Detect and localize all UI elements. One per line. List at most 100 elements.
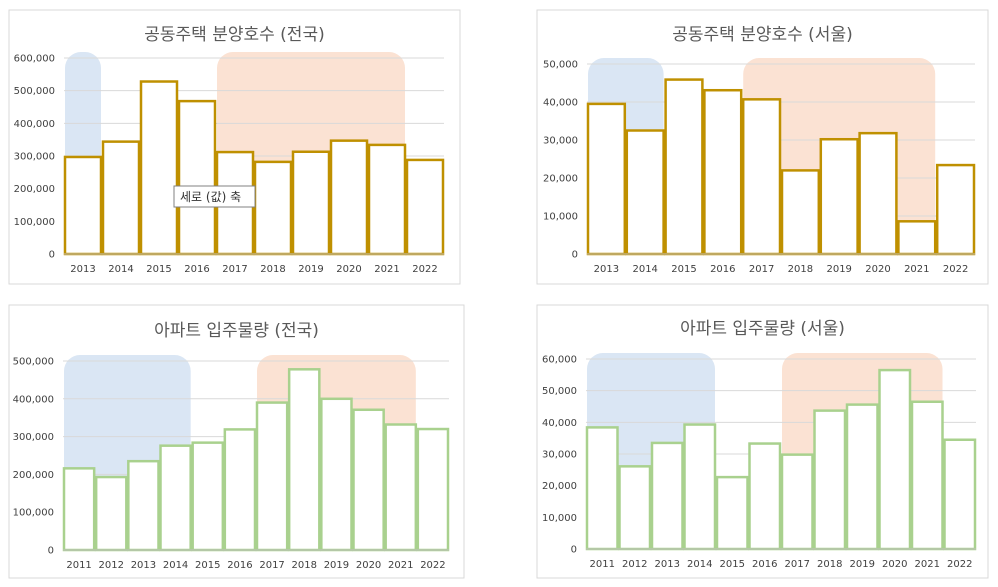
x-tick-label: 2017 <box>259 560 284 571</box>
x-tick-label: 2015 <box>720 559 745 570</box>
x-tick-label: 2021 <box>904 264 929 275</box>
x-tick-label: 2016 <box>710 264 735 275</box>
bar-2022[interactable] <box>935 163 976 256</box>
bar-2022[interactable] <box>943 438 977 551</box>
chart-panel-seoul-move-in[interactable]: 아파트 입주물량 (서울) 0 10,000 20,000 30,000 40,000 50… <box>536 304 989 579</box>
y-tick-label: 50,000 <box>543 60 578 71</box>
x-tick-label: 2015 <box>671 264 696 275</box>
y-tick-label: 0 <box>572 250 578 261</box>
bar-2014[interactable] <box>159 444 192 552</box>
bar-2020[interactable] <box>352 408 385 552</box>
axis-tooltip: 세로 (값) 축 <box>173 185 256 208</box>
bar-2014[interactable] <box>101 140 141 256</box>
x-tick-label: 2021 <box>374 264 399 275</box>
bar-2016[interactable] <box>748 442 782 551</box>
x-tick-label: 2013 <box>655 559 680 570</box>
bar-2013[interactable] <box>63 155 103 256</box>
x-tick-label: 2021 <box>388 560 413 571</box>
x-tick-label: 2017 <box>785 559 810 570</box>
bar-2014[interactable] <box>683 423 717 551</box>
bar-2017[interactable] <box>780 453 814 551</box>
bar-2019[interactable] <box>819 137 859 256</box>
y-tick-label: 300,000 <box>14 152 55 163</box>
x-tick-label: 2011 <box>66 560 91 571</box>
x-tick-label: 2019 <box>298 264 323 275</box>
x-tick-label: 2015 <box>195 560 220 571</box>
bar-2015[interactable] <box>664 78 704 256</box>
y-tick-label: 60,000 <box>542 355 577 366</box>
y-tick-label: 50,000 <box>542 386 577 397</box>
x-tick-label: 2013 <box>131 560 156 571</box>
y-tick-label: 500,000 <box>14 86 55 97</box>
bar-2019[interactable] <box>320 397 353 552</box>
bar-2020[interactable] <box>329 139 369 256</box>
y-tick-label: 0 <box>571 545 577 556</box>
bar-2016[interactable] <box>177 99 217 256</box>
x-tick-label: 2017 <box>749 264 774 275</box>
x-tick-label: 2018 <box>292 560 317 571</box>
bar-2022[interactable] <box>416 427 450 552</box>
x-tick-label: 2014 <box>108 264 133 275</box>
chart-panel-national-presale[interactable]: 공동주택 분양호수 (전국) 0 100,000 200,000 300,000 400,… <box>8 9 461 285</box>
bar-2015[interactable] <box>191 441 225 552</box>
bar-2021[interactable] <box>367 143 407 256</box>
bar-2013[interactable] <box>650 441 684 551</box>
bar-2021[interactable] <box>910 400 944 551</box>
bar-2014[interactable] <box>625 129 665 256</box>
y-tick-label: 400,000 <box>13 394 54 405</box>
y-tick-label: 300,000 <box>13 432 54 443</box>
bar-2016[interactable] <box>703 88 743 256</box>
x-tick-label: 2011 <box>590 559 615 570</box>
tooltip-box <box>173 185 256 208</box>
y-tick-label: 0 <box>48 546 54 557</box>
bar-2018[interactable] <box>287 368 321 552</box>
chart-title: 공동주택 분양호수 (서울) <box>672 25 852 45</box>
bar-2021[interactable] <box>897 220 937 256</box>
y-tick-label: 10,000 <box>543 212 578 223</box>
bar-2016[interactable] <box>223 428 257 552</box>
chart-panel-seoul-presale[interactable]: 공동주택 분양호수 (서울) 0 10,000 20,000 30,000 40,000 5… <box>536 9 989 285</box>
bar-2021[interactable] <box>384 423 418 552</box>
x-tick-label: 2018 <box>260 264 285 275</box>
tooltip-text: 세로 (값) 축 <box>180 190 241 204</box>
bar-2015[interactable] <box>715 475 749 551</box>
x-tick-label: 2019 <box>850 559 875 570</box>
bar-2017[interactable] <box>255 401 289 552</box>
x-tick-label: 2012 <box>622 559 647 570</box>
x-tick-label: 2019 <box>324 560 349 571</box>
x-tick-label: 2021 <box>915 559 940 570</box>
bar-2018[interactable] <box>253 160 293 256</box>
bar-2013[interactable] <box>586 102 627 256</box>
bar-2011[interactable] <box>62 467 96 552</box>
x-tick-label: 2016 <box>184 264 209 275</box>
bar-2020[interactable] <box>858 131 898 256</box>
x-tick-label: 2012 <box>99 560 124 571</box>
bar-2018[interactable] <box>780 169 821 256</box>
x-tick-label: 2020 <box>865 264 890 275</box>
y-tick-label: 40,000 <box>542 418 577 429</box>
y-tick-label: 200,000 <box>13 470 54 481</box>
bar-2019[interactable] <box>291 150 331 256</box>
bar-2015[interactable] <box>139 80 179 256</box>
chart-title: 아파트 입주물량 (전국) <box>154 321 319 341</box>
bar-2020[interactable] <box>878 368 912 551</box>
bar-2012[interactable] <box>618 465 652 551</box>
x-tick-label: 2013 <box>594 264 619 275</box>
bar-2012[interactable] <box>94 475 128 552</box>
y-tick-label: 30,000 <box>542 450 577 461</box>
y-tick-label: 500,000 <box>13 357 54 368</box>
y-tick-label: 0 <box>49 250 55 261</box>
x-tick-label: 2020 <box>356 560 381 571</box>
bar-2017[interactable] <box>741 98 782 256</box>
bar-2019[interactable] <box>845 403 879 551</box>
chart-title: 아파트 입주물량 (서울) <box>680 319 845 339</box>
bar-2011[interactable] <box>585 426 619 551</box>
x-tick-label: 2013 <box>70 264 95 275</box>
bar-2013[interactable] <box>127 459 160 552</box>
bar-2022[interactable] <box>405 158 445 256</box>
x-tick-label: 2015 <box>146 264 171 275</box>
bar-2018[interactable] <box>813 409 847 551</box>
x-tick-label: 2020 <box>882 559 907 570</box>
chart-panel-national-move-in[interactable]: 아파트 입주물량 (전국) 0 100,000 200,000 300,000 400,0… <box>8 304 465 579</box>
